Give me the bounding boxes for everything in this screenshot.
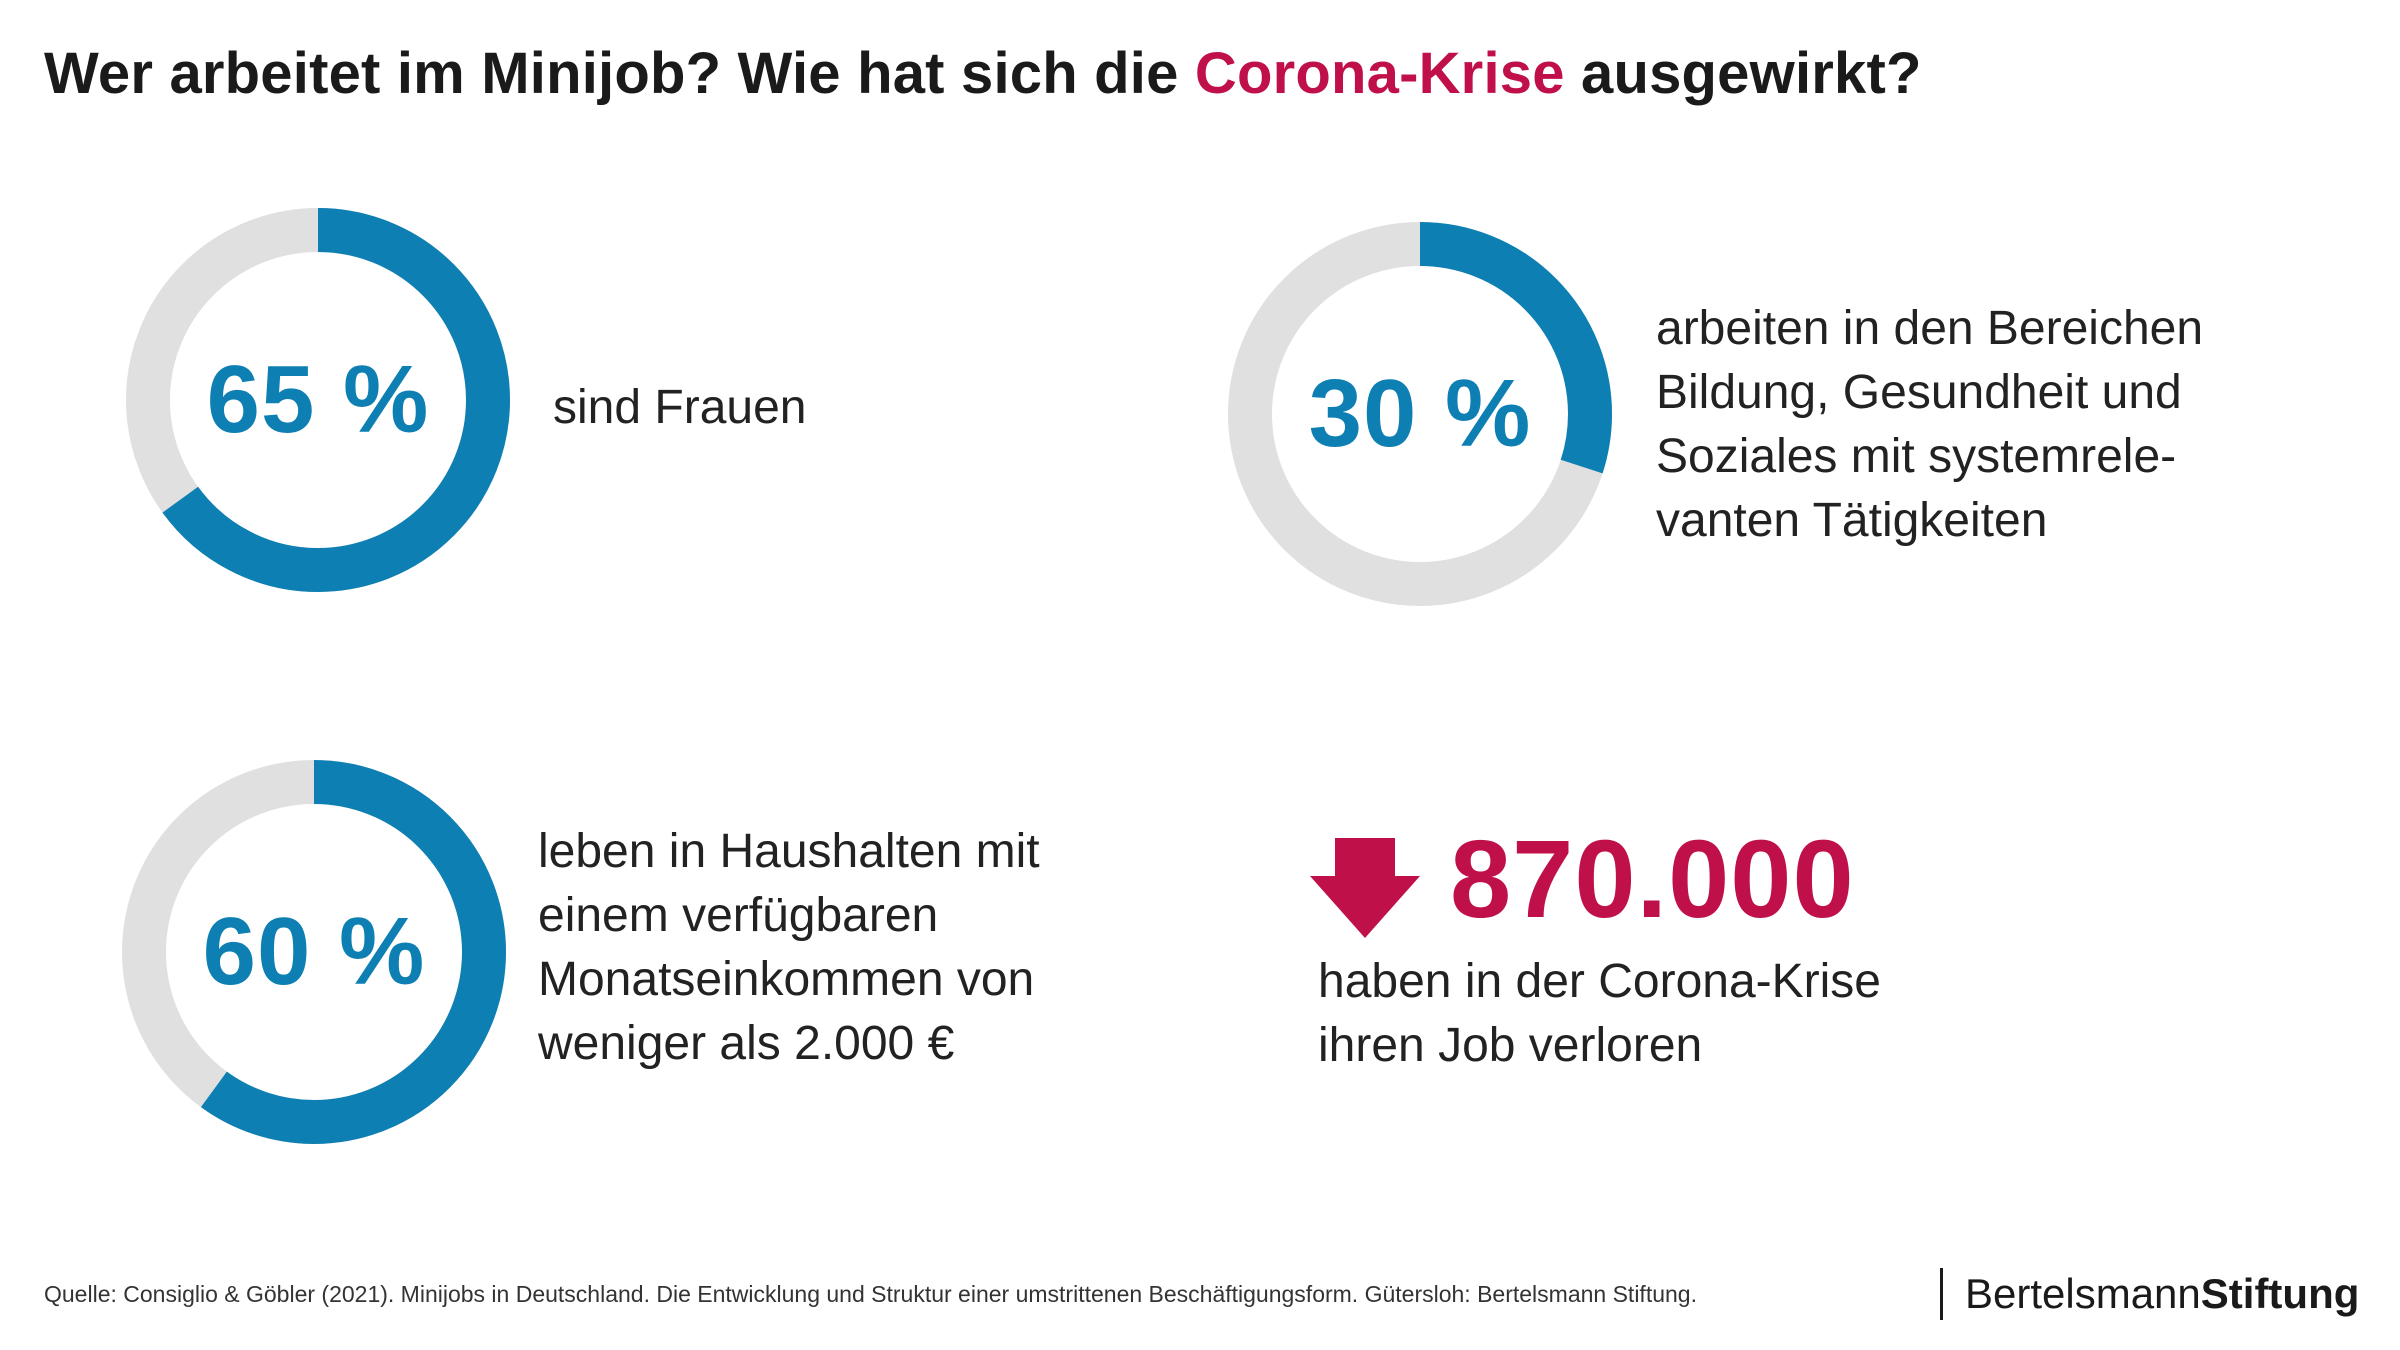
description-line: Bildung, Gesundheit und bbox=[1656, 366, 2182, 419]
donut-value-arc bbox=[126, 208, 510, 592]
brand-light: Bertelsmann bbox=[1965, 1270, 2201, 1317]
brand-logo: BertelsmannStiftung bbox=[1965, 1270, 2359, 1318]
description-line: arbeiten in den Bereichen bbox=[1656, 302, 2204, 355]
donut-percentage: 60 % bbox=[202, 898, 426, 1005]
donut-chart-frauen: 65 % bbox=[118, 200, 518, 600]
donut-svg bbox=[1228, 222, 1612, 606]
page-title: Wer arbeitet im Minijob? Wie hat sich di… bbox=[44, 40, 1922, 107]
description-line: haben in der Corona-Krise bbox=[1318, 955, 1881, 1008]
brand-bold: Stiftung bbox=[2200, 1270, 2360, 1317]
description-job-loss: haben in der Corona-Krise ihren Job verl… bbox=[1318, 950, 1881, 1078]
donut-chart-einkommen: 60 % bbox=[114, 752, 514, 1152]
description-systemrelevant: arbeiten in den Bereichen Bildung, Gesun… bbox=[1656, 297, 2203, 553]
donut-value-arc bbox=[122, 760, 506, 1144]
description-frauen: sind Frauen bbox=[553, 376, 806, 440]
description-line: Monatseinkommen von bbox=[538, 953, 1035, 1006]
title-prefix: Wer arbeitet im Minijob? Wie hat sich di… bbox=[44, 41, 1195, 106]
donut-percentage: 65 % bbox=[206, 346, 430, 453]
donut-value-arc bbox=[1228, 222, 1612, 606]
title-accent: Corona-Krise bbox=[1194, 41, 1565, 106]
description-line: einem verfügbaren bbox=[538, 889, 939, 942]
description-line: vanten Tätigkeiten bbox=[1656, 494, 2048, 547]
donut-svg bbox=[122, 760, 506, 1144]
donut-percentage: 30 % bbox=[1308, 360, 1532, 467]
job-loss-number: 870.000 bbox=[1450, 818, 1855, 941]
donut-svg bbox=[126, 208, 510, 592]
donut-chart-systemrelevant: 30 % bbox=[1220, 214, 1620, 614]
arrow-shape bbox=[1310, 838, 1420, 938]
description-einkommen: leben in Haushalten mit einem verfügbare… bbox=[538, 820, 1040, 1076]
description-line: ihren Job verloren bbox=[1318, 1019, 1703, 1072]
description-line: leben in Haushalten mit bbox=[538, 825, 1040, 878]
arrow-down-icon bbox=[1310, 838, 1420, 943]
description-line: Soziales mit systemrele- bbox=[1656, 430, 2177, 483]
description-line: weniger als 2.000 € bbox=[538, 1017, 955, 1070]
title-suffix: ausgewirkt? bbox=[1564, 41, 1922, 106]
source-note: Quelle: Consiglio & Göbler (2021). Minij… bbox=[44, 1281, 1697, 1307]
description-line: sind Frauen bbox=[553, 381, 807, 434]
brand-divider bbox=[1940, 1268, 1943, 1320]
